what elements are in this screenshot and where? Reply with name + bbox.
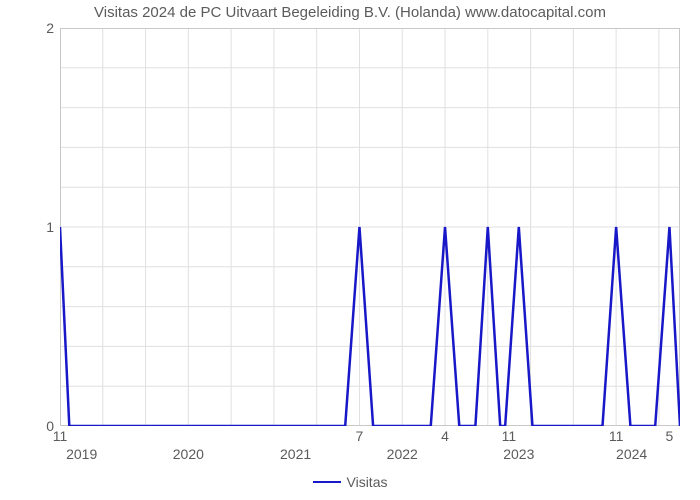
x-sub-label: 11 <box>53 428 68 444</box>
x-sub-label: 11 <box>609 428 624 444</box>
x-year-label: 2023 <box>503 446 534 462</box>
y-tick-label: 1 <box>0 219 54 235</box>
x-sub-label: 11 <box>502 428 517 444</box>
x-sub-label: 7 <box>356 428 364 444</box>
chart-svg <box>60 28 680 426</box>
legend-line-icon <box>313 481 341 483</box>
chart-container: Visitas 2024 de PC Uitvaart Begeleiding … <box>0 0 700 500</box>
legend-label: Visitas <box>347 474 388 490</box>
x-year-label: 2021 <box>280 446 311 462</box>
x-year-label: 2020 <box>173 446 204 462</box>
x-year-label: 2019 <box>66 446 97 462</box>
legend: Visitas <box>0 470 700 490</box>
x-year-label: 2024 <box>616 446 647 462</box>
legend-item: Visitas <box>313 474 388 490</box>
x-sub-label: 4 <box>441 428 449 444</box>
y-tick-label: 0 <box>0 418 54 434</box>
chart-title: Visitas 2024 de PC Uitvaart Begeleiding … <box>0 4 700 21</box>
x-sub-label: 5 <box>666 428 674 444</box>
y-tick-label: 2 <box>0 20 54 36</box>
plot-area <box>60 28 680 426</box>
x-year-label: 2022 <box>387 446 418 462</box>
